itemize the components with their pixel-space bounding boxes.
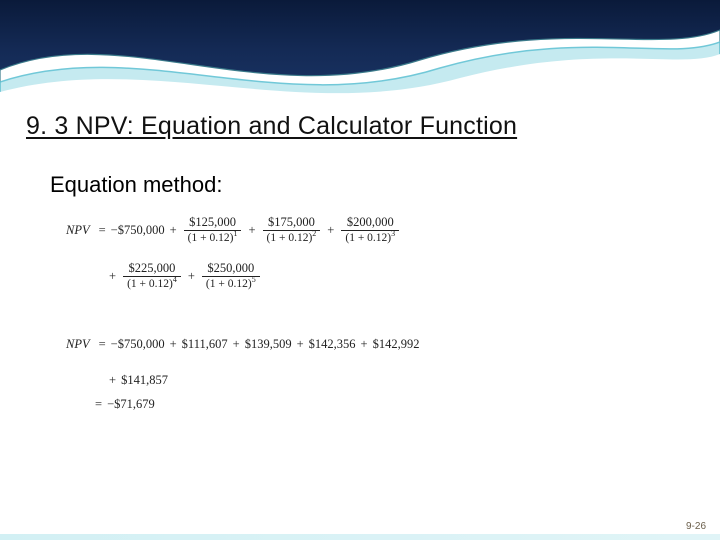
npv-equation-line2: + $225,000 (1 + 0.12)4 + $250,000 (1 + 0… [104,262,262,290]
plus-sign: + [361,338,368,351]
header-band [0,0,720,100]
plus-sign: + [327,224,334,237]
bottom-accent [0,534,720,540]
term-2: $175,000 (1 + 0.12)2 [263,216,321,244]
plus-sign: + [109,270,116,283]
wave-decor [0,0,720,100]
final-npv: −$71,679 [107,398,155,411]
plus-sign: + [188,270,195,283]
term-5: $250,000 (1 + 0.12)5 [202,262,260,290]
equals-sign: = [99,224,106,237]
result-term-0: −$750,000 [111,338,165,351]
npv-result-line1: NPV = −$750,000 + $111,607 + $139,509 + … [66,338,419,351]
page-number: 9-26 [686,521,706,532]
slide: 9. 3 NPV: Equation and Calculator Functi… [0,0,720,540]
plus-sign: + [248,224,255,237]
result-term-2: $139,509 [245,338,292,351]
result-term-4: $142,992 [373,338,420,351]
result-term-5: $141,857 [121,374,168,387]
term-4: $225,000 (1 + 0.12)4 [123,262,181,290]
equals-sign: = [99,338,106,351]
initial-investment: −$750,000 [111,224,165,237]
npv-result-final: = −$71,679 [90,398,155,411]
result-term-3: $142,356 [309,338,356,351]
plus-sign: + [170,338,177,351]
plus-sign: + [233,338,240,351]
term-1: $125,000 (1 + 0.12)1 [184,216,242,244]
subtitle: Equation method: [50,172,222,198]
npv-label: NPV [66,338,90,351]
npv-result-line2: + $141,857 [104,374,168,387]
term-3: $200,000 (1 + 0.12)3 [341,216,399,244]
equals-sign: = [95,398,102,411]
slide-title: 9. 3 NPV: Equation and Calculator Functi… [26,112,517,141]
plus-sign: + [297,338,304,351]
plus-sign: + [109,374,116,387]
result-term-1: $111,607 [182,338,228,351]
npv-equation-line1: NPV = −$750,000 + $125,000 (1 + 0.12)1 +… [66,216,401,244]
npv-label: NPV [66,224,90,237]
plus-sign: + [170,224,177,237]
